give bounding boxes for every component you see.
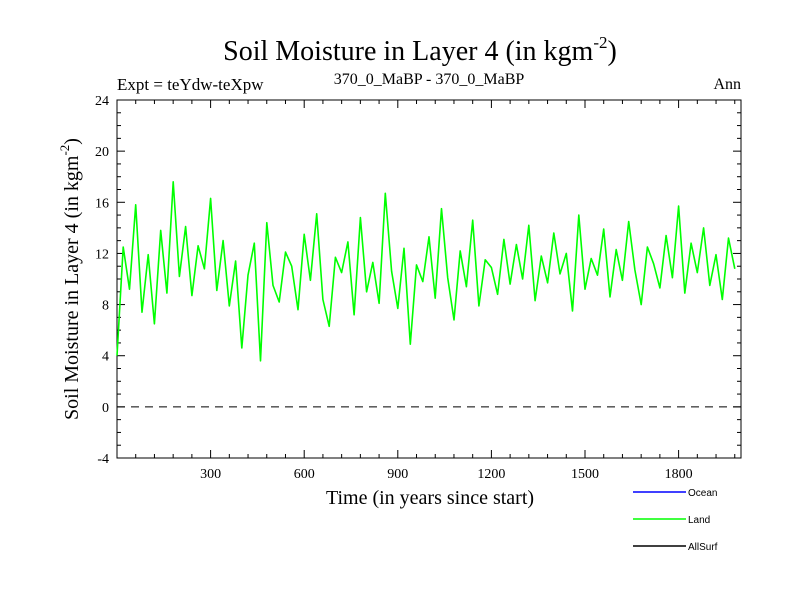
y-tick-label: 4 xyxy=(102,350,109,365)
x-axis-label: Time (in years since start) xyxy=(326,487,534,509)
y-tick-label: 0 xyxy=(102,401,109,416)
y-tick-label: 12 xyxy=(95,247,109,262)
x-tick-label: 1800 xyxy=(665,467,693,482)
x-axis: 300 600 900 1200 1500 1800 xyxy=(135,100,736,482)
legend-label-land: Land xyxy=(688,515,710,526)
legend: Ocean Land AllSurf xyxy=(633,488,718,553)
x-tick-label: 300 xyxy=(200,467,221,482)
legend-label-allsurf: AllSurf xyxy=(688,542,718,553)
y-tick-label: 24 xyxy=(95,94,109,109)
y-axis: -4 0 4 8 12 16 20 24 xyxy=(95,94,741,467)
season-label: Ann xyxy=(713,76,741,93)
x-tick-label: 1200 xyxy=(477,467,505,482)
chart-title: Soil Moisture in Layer 4 (in kgm-2) xyxy=(223,33,617,67)
y-tick-label: 16 xyxy=(95,196,109,211)
series-layer xyxy=(116,181,736,362)
period-label: 370_0_MaBP - 370_0_MaBP xyxy=(334,71,525,88)
y-tick-label: -4 xyxy=(97,452,109,467)
y-tick-label: 20 xyxy=(95,145,109,160)
x-tick-label: 600 xyxy=(294,467,315,482)
y-tick-label: 8 xyxy=(102,299,109,314)
x-tick-label: 1500 xyxy=(571,467,599,482)
series-line-land xyxy=(116,181,736,362)
x-tick-label: 900 xyxy=(387,467,408,482)
experiment-label: Expt = teYdw-teXpw xyxy=(117,75,264,94)
legend-label-ocean: Ocean xyxy=(688,488,717,499)
y-axis-label: Soil Moisture in Layer 4 (in kgm-2) xyxy=(57,138,83,420)
plot-frame xyxy=(116,99,742,459)
